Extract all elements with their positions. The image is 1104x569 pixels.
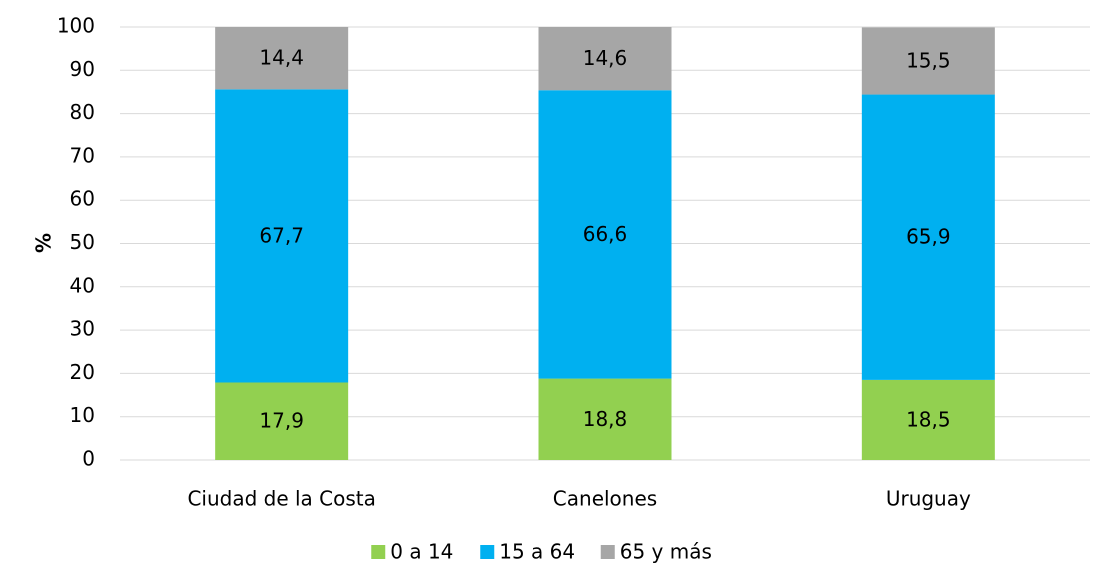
y-tick-label: 50 (70, 230, 95, 254)
data-label: 15,5 (906, 48, 951, 72)
y-tick-label: 60 (70, 187, 95, 211)
data-label: 65,9 (906, 225, 951, 249)
bar-segment (538, 90, 672, 379)
data-label: 14,6 (583, 46, 628, 70)
legend-label: 0 a 14 (390, 540, 453, 564)
x-tick-label: Canelones (553, 487, 657, 511)
data-label: 67,7 (259, 223, 304, 247)
y-tick-label: 70 (70, 143, 95, 167)
y-tick-label: 20 (70, 360, 95, 384)
bar-segment (861, 379, 995, 460)
bar-segment (538, 378, 672, 460)
y-tick-label: 90 (70, 57, 95, 81)
bar-segment (215, 27, 349, 90)
bar-segment (215, 89, 349, 383)
data-label: 66,6 (583, 222, 628, 246)
bar-segment (538, 27, 672, 91)
bar-segment (861, 94, 995, 380)
x-tick-label: Ciudad de la Costa (187, 487, 375, 511)
legend-swatch (371, 545, 386, 559)
y-tick-label: 40 (70, 273, 95, 297)
legend-label: 65 y más (620, 540, 712, 564)
legend-label: 15 a 64 (499, 540, 575, 564)
data-label: 14,4 (259, 46, 304, 70)
bar-segment (215, 382, 349, 460)
x-tick-label: Uruguay (886, 487, 971, 511)
data-label: 18,5 (906, 407, 951, 431)
legend-swatch (600, 545, 615, 559)
y-tick-label: 10 (70, 403, 95, 427)
y-tick-label: 0 (82, 447, 95, 471)
y-tick-label: 100 (57, 14, 95, 38)
data-label: 18,8 (583, 407, 628, 431)
y-tick-label: 80 (70, 100, 95, 124)
y-axis-label: % (32, 233, 56, 253)
y-tick-label: 30 (70, 317, 95, 341)
data-label: 17,9 (259, 409, 304, 433)
bar-segment (861, 27, 995, 95)
legend-swatch (480, 545, 495, 559)
